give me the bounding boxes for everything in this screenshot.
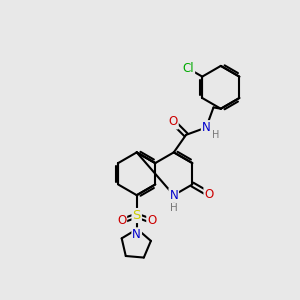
Text: S: S — [133, 209, 141, 222]
Text: O: O — [147, 214, 156, 227]
Text: Cl: Cl — [183, 62, 194, 75]
Text: N: N — [202, 121, 211, 134]
Text: H: H — [170, 203, 178, 213]
Text: N: N — [132, 228, 141, 241]
Text: H: H — [212, 130, 219, 140]
Text: N: N — [169, 189, 178, 202]
Text: O: O — [169, 116, 178, 128]
Text: O: O — [117, 214, 126, 227]
Text: O: O — [204, 188, 214, 201]
